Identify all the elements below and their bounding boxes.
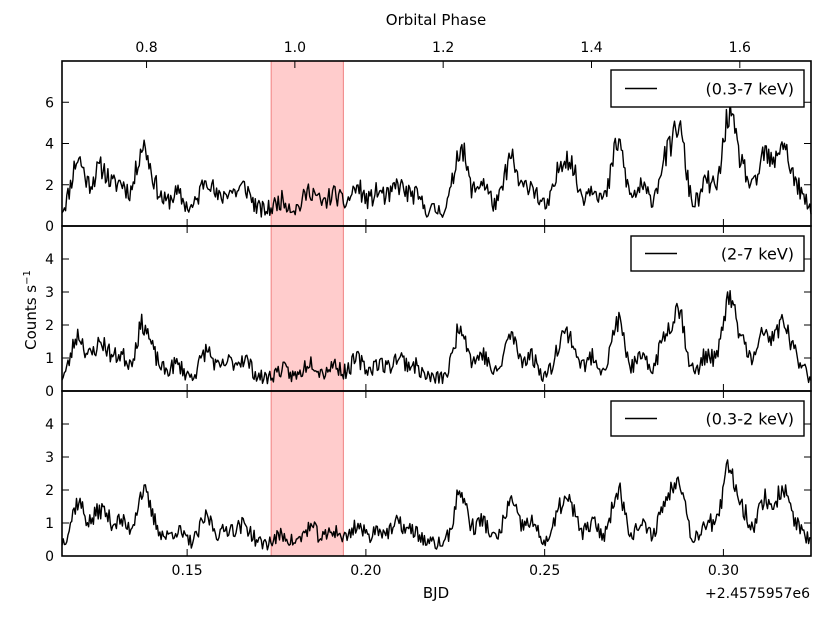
top-axis-tick-label: 1.0 [284, 40, 306, 56]
y-tick-label: 0 [45, 549, 54, 565]
y-tick-label: 1 [45, 351, 54, 367]
x-tick-label: 0.20 [350, 563, 381, 579]
y-tick-label: 0 [45, 219, 54, 235]
top-axis-tick-label: 1.6 [729, 40, 751, 56]
legend-label: (0.3-2 keV) [706, 410, 794, 429]
legend-label: (2-7 keV) [721, 245, 794, 264]
panel-2: 0 1 2 3 4 (2-7 keV) [45, 225, 812, 400]
y-tick-label: 2 [45, 178, 54, 194]
y-tick-label: 0 [45, 384, 54, 400]
panel-3: 0 1 2 3 4 (0.3-2 keV) [45, 390, 812, 565]
x-tick-label: 0.30 [708, 563, 739, 579]
x-tick-label: 0.15 [172, 563, 203, 579]
x-tick-label: 0.25 [529, 563, 560, 579]
y-tick-label: 3 [45, 450, 54, 466]
panel-frame [61, 390, 812, 557]
y-tick-label: 3 [45, 285, 54, 301]
y-tick-label: 4 [45, 252, 54, 268]
y-tick-label: 1 [45, 516, 54, 532]
y-axis-label-text: Counts s [22, 285, 40, 350]
y-axis-label: Counts s−1 [22, 270, 40, 350]
y-tick-label: 2 [45, 483, 54, 499]
light-curve-line [61, 290, 812, 385]
y-tick-label: 4 [45, 417, 54, 433]
top-axis-tick-label: 1.4 [580, 40, 602, 56]
top-axis-tick-label: 0.8 [135, 40, 157, 56]
light-curve-line [61, 101, 812, 218]
x-offset-label: +2.4575957e6 [705, 586, 810, 602]
top-axis-tick-label: 1.2 [432, 40, 454, 56]
x-axis-label: BJD [423, 584, 449, 602]
shaded-region [271, 61, 344, 556]
y-tick-label: 2 [45, 318, 54, 334]
plot-layer: 0 2 4 6 (0.3-7 keV) 0 1 2 3 4 (2-7 keV) 0 1 2 3 4 (0.3-2… [45, 40, 812, 579]
legend-label: (0.3-7 keV) [706, 80, 794, 99]
y-tick-label: 4 [45, 137, 54, 153]
panel-1: 0 2 4 6 (0.3-7 keV) [45, 60, 812, 235]
y-axis-label-exponent: −1 [22, 270, 33, 285]
y-tick-label: 6 [45, 95, 54, 111]
top-axis-label: Orbital Phase [386, 11, 486, 29]
light-curve-line [61, 459, 812, 551]
